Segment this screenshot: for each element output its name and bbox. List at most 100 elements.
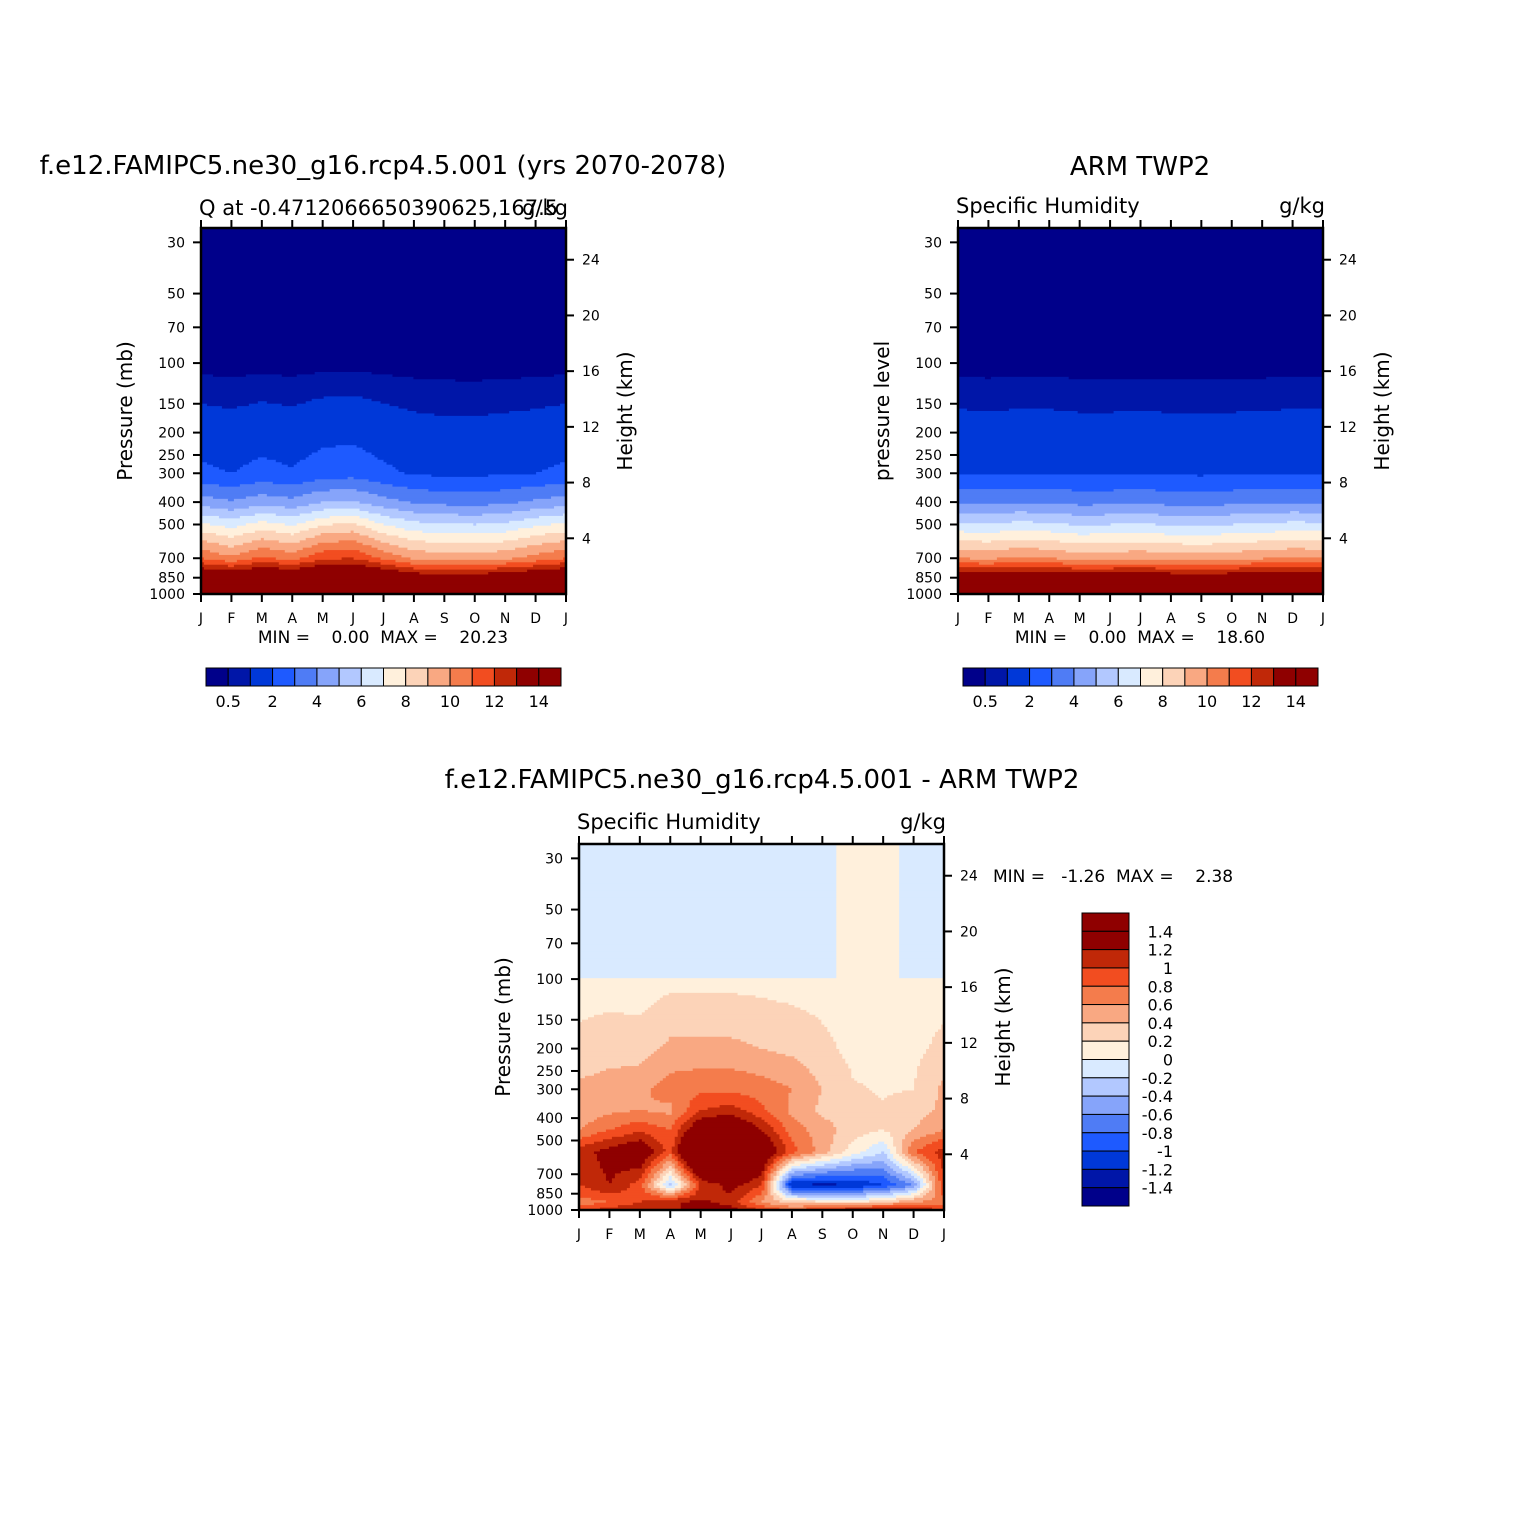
contour-cell bbox=[605, 1175, 616, 1179]
colorbar-label: 4 bbox=[1069, 692, 1079, 711]
contour-cell bbox=[599, 1149, 655, 1153]
contour-cell bbox=[201, 464, 214, 468]
contour-cell bbox=[665, 1180, 676, 1184]
contour-cell bbox=[809, 1131, 837, 1135]
contour-cell bbox=[579, 1144, 586, 1148]
contour-cell bbox=[380, 567, 415, 571]
contour-cell bbox=[830, 1119, 921, 1123]
contour-cell bbox=[579, 1073, 595, 1077]
contour-cell bbox=[935, 1102, 944, 1106]
contour-cell bbox=[620, 1124, 658, 1128]
contour-cell bbox=[579, 851, 837, 855]
contour-cell bbox=[584, 1144, 619, 1148]
contour-cell bbox=[401, 554, 528, 558]
contour-cell bbox=[902, 1149, 909, 1153]
colorbar-box bbox=[1081, 1187, 1130, 1207]
colorbar-box bbox=[1081, 967, 1130, 987]
contour-cell bbox=[653, 1149, 667, 1153]
panel3-stats: MIN = -1.26 MAX = 2.38 bbox=[993, 867, 1233, 887]
contour-cell bbox=[911, 1158, 921, 1162]
contour-cell bbox=[938, 1088, 944, 1092]
panel1-title: f.e12.FAMIPC5.ne30_g16.rcp4.5.001 (yrs 2… bbox=[40, 151, 727, 181]
contour-cell bbox=[958, 379, 1323, 383]
contour-cell bbox=[938, 1090, 944, 1094]
contour-cell bbox=[791, 1114, 822, 1118]
contour-cell bbox=[958, 525, 1323, 529]
contour-cell bbox=[836, 951, 900, 955]
contour-cell bbox=[296, 550, 325, 554]
contour-cell bbox=[677, 1168, 685, 1172]
contour-cell bbox=[356, 540, 382, 544]
contour-cell bbox=[201, 508, 229, 512]
contour-cell bbox=[239, 515, 331, 519]
contour-cell bbox=[770, 1170, 775, 1174]
contour-cell bbox=[201, 420, 566, 424]
contour-cell bbox=[815, 1014, 944, 1018]
contour-cell bbox=[201, 540, 208, 544]
contour-cell bbox=[662, 1151, 673, 1155]
colorbar-box bbox=[316, 667, 340, 687]
contour-cell bbox=[839, 1161, 873, 1165]
contour-cell bbox=[863, 1156, 888, 1160]
contour-cell bbox=[392, 464, 555, 468]
contour-cell bbox=[958, 528, 1323, 532]
contour-cell bbox=[770, 1185, 775, 1189]
contour-cell bbox=[662, 1078, 772, 1082]
contour-cell bbox=[773, 1127, 787, 1131]
contour-cell bbox=[767, 1134, 781, 1138]
contour-cell bbox=[1113, 567, 1157, 571]
contour-cell bbox=[201, 496, 214, 500]
colorbar-label: 1 bbox=[1163, 959, 1173, 978]
contour-cell bbox=[941, 1080, 944, 1084]
contour-cell bbox=[233, 535, 316, 539]
contour-cell bbox=[579, 1180, 610, 1184]
contour-cell bbox=[296, 403, 391, 407]
contour-cell bbox=[791, 1185, 864, 1189]
contour-cell bbox=[683, 1166, 691, 1170]
contour-cell bbox=[201, 381, 566, 385]
contour-cell bbox=[1155, 523, 1234, 527]
contour-cell bbox=[857, 1080, 915, 1084]
contour-cell bbox=[689, 1183, 697, 1187]
contour-cell bbox=[899, 856, 944, 860]
contour-cell bbox=[293, 496, 388, 500]
x-tick-label: J bbox=[198, 611, 203, 627]
contour-cell bbox=[818, 1112, 930, 1116]
contour-cell bbox=[794, 1151, 813, 1155]
contour-cell bbox=[659, 1080, 778, 1084]
contour-cell bbox=[923, 1053, 944, 1057]
contour-cell bbox=[201, 474, 432, 478]
contour-cell bbox=[608, 1180, 613, 1184]
contour-cell bbox=[579, 1088, 652, 1092]
contour-cell bbox=[812, 1073, 852, 1077]
contour-cell bbox=[776, 1170, 781, 1174]
contour-cell bbox=[905, 1136, 921, 1140]
contour-cell bbox=[836, 883, 900, 887]
contour-cell bbox=[650, 1095, 697, 1099]
contour-cell bbox=[338, 540, 358, 544]
contour-cell bbox=[958, 540, 983, 544]
contour-cell bbox=[958, 362, 1323, 366]
contour-cell bbox=[269, 547, 304, 551]
contour-cell bbox=[368, 535, 400, 539]
contour-cell bbox=[209, 523, 247, 527]
contour-cell bbox=[958, 337, 1323, 341]
contour-cell bbox=[887, 1146, 897, 1150]
contour-cell bbox=[776, 1173, 781, 1177]
contour-cell bbox=[958, 301, 1323, 305]
contour-cell bbox=[884, 1151, 891, 1155]
contour-cell bbox=[794, 1056, 843, 1060]
contour-cell bbox=[821, 1022, 944, 1026]
contour-cell bbox=[893, 1202, 944, 1206]
contour-cell bbox=[767, 1166, 775, 1170]
contour-cell bbox=[791, 1180, 870, 1184]
contour-cell bbox=[782, 1185, 787, 1189]
contour-cell bbox=[806, 1127, 837, 1131]
contour-cell bbox=[201, 240, 566, 244]
contour-cell bbox=[371, 554, 403, 558]
contour-cell bbox=[941, 1161, 944, 1165]
contour-cell bbox=[599, 1166, 643, 1170]
contour-cell bbox=[779, 1158, 787, 1162]
contour-cell bbox=[201, 572, 420, 576]
contour-cell bbox=[201, 252, 566, 256]
